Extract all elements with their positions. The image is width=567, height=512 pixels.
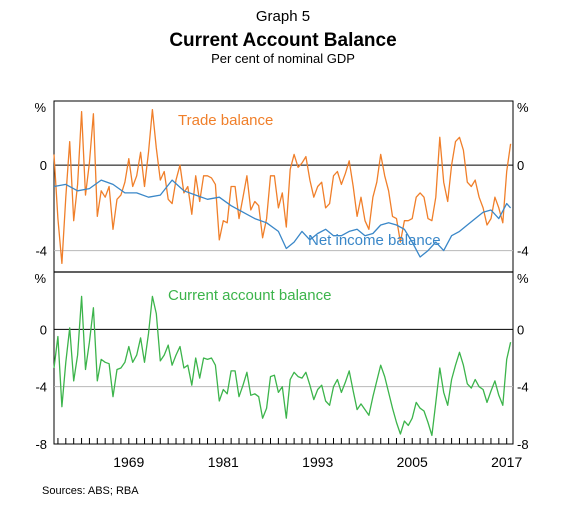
bottom-right-unit-label: % [517, 271, 529, 286]
x-tick-label: 1981 [208, 454, 239, 470]
y-tick-label-left: 0 [40, 158, 47, 173]
trade-balance-line [53, 108, 512, 265]
net-income-balance-label: Net income balance [308, 232, 441, 249]
y-tick-label-left: -4 [35, 244, 47, 259]
y-tick-label-right: -4 [517, 380, 529, 395]
x-tick-label: 1993 [302, 454, 333, 470]
y-tick-label-left: -8 [35, 437, 47, 452]
y-tick-label-right: 0 [517, 158, 524, 173]
sources-note: Sources: ABS; RBA [42, 485, 139, 497]
current-account-balance-line [53, 295, 512, 437]
x-tick-label: 1969 [113, 454, 144, 470]
y-tick-label-left: 0 [40, 322, 47, 337]
x-tick-label: 2005 [397, 454, 428, 470]
current-account-balance-label: Current account balance [168, 287, 331, 304]
top-left-unit-label: % [34, 100, 46, 115]
y-tick-label-left: -4 [35, 380, 47, 395]
trade-balance-label: Trade balance [178, 112, 273, 129]
chart-title: Current Account Balance [169, 30, 396, 51]
chart-subtitle: Per cent of nominal GDP [211, 51, 355, 66]
net-income-balance-line [53, 179, 512, 258]
x-tick-label: 2017 [491, 454, 522, 470]
top-right-unit-label: % [517, 100, 529, 115]
graph-number: Graph 5 [256, 8, 310, 25]
bottom-left-unit-label: % [34, 271, 46, 286]
y-tick-label-right: -8 [517, 437, 529, 452]
y-tick-label-right: -4 [517, 244, 529, 259]
y-tick-label-right: 0 [517, 322, 524, 337]
